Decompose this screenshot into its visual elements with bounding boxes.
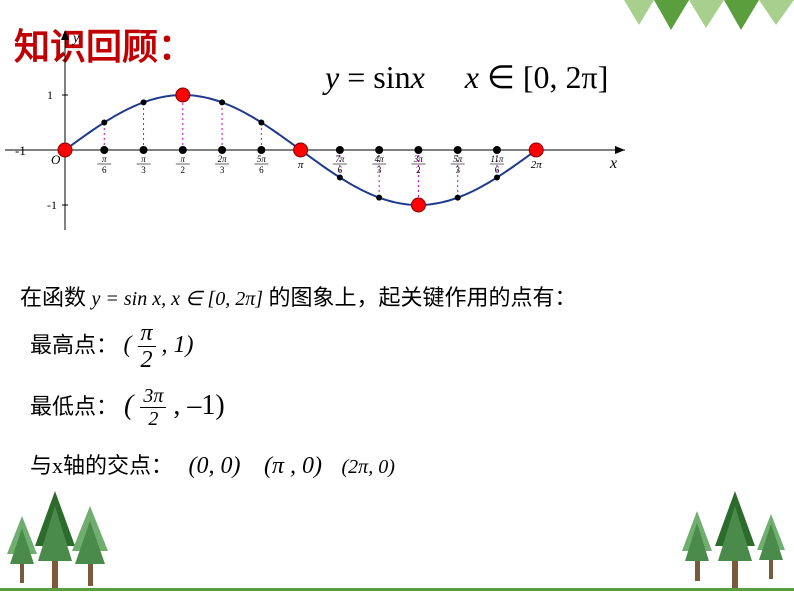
svg-text:6: 6 bbox=[495, 165, 500, 175]
eq-domain-var: x bbox=[465, 59, 479, 95]
x-intercept-line: 与x轴的交点： (0, 0) (π , 0) (2π, 0) bbox=[30, 448, 395, 480]
svg-text:3: 3 bbox=[377, 165, 382, 175]
min-close: , –1) bbox=[173, 390, 224, 421]
svg-text:3π: 3π bbox=[413, 154, 424, 164]
description-line: 在函数 y = sin x, x ∈ [0, 2π] 的图象上，起关键作用的点有… bbox=[20, 280, 577, 312]
svg-text:-1: -1 bbox=[15, 143, 26, 158]
eq-sin: sin bbox=[373, 59, 410, 95]
svg-text:6: 6 bbox=[338, 165, 343, 175]
min-point-line: 最低点： ( 3π 2 , –1) bbox=[30, 385, 225, 430]
svg-text:3: 3 bbox=[141, 165, 146, 175]
max-fraction: π 2 bbox=[138, 320, 156, 374]
trees-svg bbox=[0, 476, 794, 596]
svg-text:-1: -1 bbox=[47, 198, 57, 212]
eq-lhs: y bbox=[325, 59, 339, 95]
svg-text:π: π bbox=[298, 159, 304, 171]
svg-text:2π: 2π bbox=[218, 154, 228, 164]
min-label: 最低点： bbox=[30, 394, 118, 419]
footer-trees bbox=[0, 476, 794, 596]
eq-equals: = bbox=[347, 59, 365, 95]
svg-text:y: y bbox=[71, 31, 80, 46]
svg-text:6: 6 bbox=[102, 165, 107, 175]
eq-var: x bbox=[411, 59, 425, 95]
svg-text:π: π bbox=[141, 154, 146, 164]
min-num: 3π bbox=[140, 385, 166, 408]
svg-text:4π: 4π bbox=[375, 154, 385, 164]
svg-text:6: 6 bbox=[259, 165, 264, 175]
svg-text:1: 1 bbox=[47, 88, 53, 102]
min-den: 2 bbox=[140, 408, 166, 430]
max-num: π bbox=[138, 320, 156, 347]
line1-pre: 在函数 bbox=[20, 285, 92, 310]
eq-domain: [0, 2π] bbox=[523, 59, 608, 95]
svg-text:5π: 5π bbox=[453, 154, 463, 164]
xint-label: 与x轴的交点： bbox=[30, 453, 173, 478]
svg-text:11π: 11π bbox=[491, 154, 504, 164]
svg-text:2: 2 bbox=[181, 165, 186, 175]
xint-2: (π , 0) bbox=[264, 453, 322, 479]
max-open: ( bbox=[124, 332, 132, 358]
max-den: 2 bbox=[138, 347, 156, 373]
max-label: 最高点： bbox=[30, 332, 118, 357]
xint-1: (0, 0) bbox=[189, 453, 241, 479]
main-equation: y = sinx x ∈ [0, 2π] bbox=[325, 58, 608, 96]
chart-svg: yxO-11-1π6π3π22π35π6π7π64π33π25π311π62π bbox=[5, 20, 645, 250]
line1-post: 的图象上，起关键作用的点有： bbox=[269, 285, 577, 310]
svg-text:x: x bbox=[609, 155, 617, 172]
xint-3: (2π, 0) bbox=[342, 456, 395, 478]
eq-in: ∈ bbox=[487, 59, 515, 95]
max-point-line: 最高点： ( π 2 , 1) bbox=[30, 320, 194, 374]
line1-math: y = sin x, x ∈ [0, 2π] bbox=[92, 288, 263, 310]
svg-text:3: 3 bbox=[220, 165, 225, 175]
sine-chart: yxO-11-1π6π3π22π35π6π7π64π33π25π311π62π bbox=[5, 20, 645, 250]
max-close: , 1) bbox=[162, 332, 194, 358]
min-open: ( bbox=[124, 390, 133, 421]
svg-text:2π: 2π bbox=[531, 159, 543, 171]
svg-text:7π: 7π bbox=[335, 154, 345, 164]
svg-text:5π: 5π bbox=[257, 154, 267, 164]
svg-text:π: π bbox=[102, 154, 107, 164]
min-fraction: 3π 2 bbox=[140, 385, 166, 430]
svg-text:2: 2 bbox=[416, 165, 421, 175]
svg-text:π: π bbox=[181, 154, 186, 164]
svg-text:3: 3 bbox=[455, 165, 460, 175]
